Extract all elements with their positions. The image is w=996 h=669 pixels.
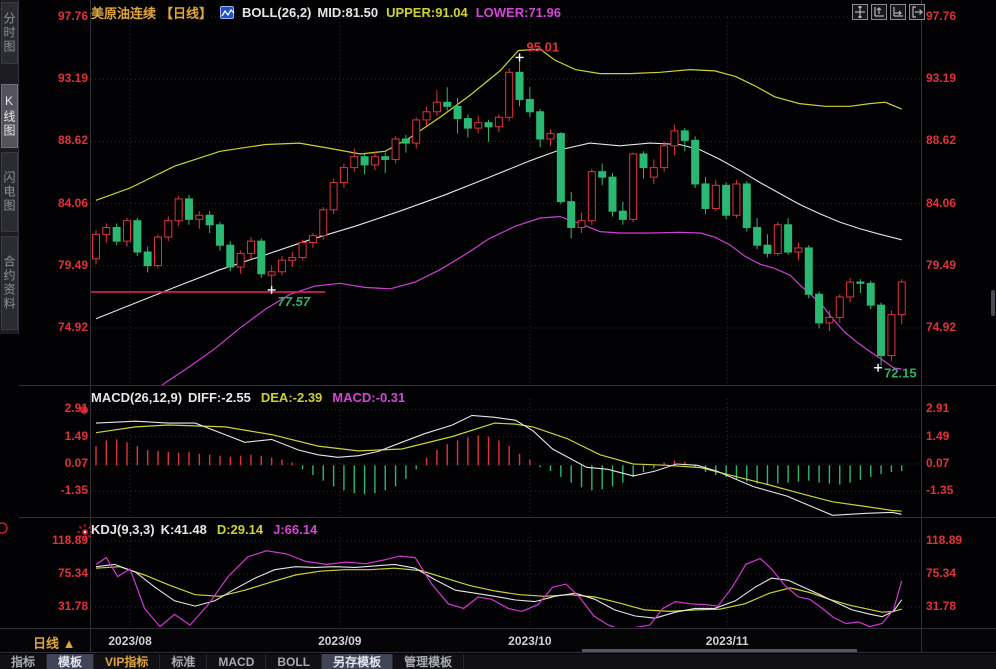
axis-tick-label: 2.91 <box>64 401 88 416</box>
period-tag: 【日线】 <box>160 6 213 21</box>
axis-tick-label: 0.07 <box>64 456 88 470</box>
axis-tick-label: 1.49 <box>926 428 950 443</box>
x-axis-scale-icon[interactable] <box>890 4 906 20</box>
tab-manage-template[interactable]: 管理模板 <box>393 654 465 669</box>
macd-name: MACD(26,12,9) <box>91 390 183 405</box>
period-selector[interactable]: 日线 ▲ <box>33 633 76 652</box>
axis-tick-label: 0.07 <box>926 456 950 470</box>
axis-tick-label: 84.06 <box>926 195 957 210</box>
axis-tick-label: 75.34 <box>57 566 88 580</box>
exit-chart-icon[interactable] <box>909 4 925 20</box>
kdj-panel-header: KDJ(9,3,3) K:41.48 D:29.14 J:66.14 <box>91 522 317 537</box>
tab-boll[interactable]: BOLL <box>266 654 323 669</box>
low-price-annotation: 72.15 <box>884 366 917 381</box>
kdj-j-value: J:66.14 <box>273 522 318 537</box>
axis-tick-label: 118.89 <box>926 533 963 547</box>
macd-diff-value: DIFF:-2.55 <box>188 390 251 405</box>
alert-dot <box>80 406 88 414</box>
chart-icon-tray <box>852 4 925 20</box>
pan-mode-icon[interactable] <box>852 4 868 20</box>
vertical-scrollbar-thumb[interactable] <box>991 290 995 316</box>
sidebar-item-time-chart[interactable]: 分时图 <box>1 2 18 64</box>
axis-tick-label: 97.76 <box>926 9 957 23</box>
axis-tick-label: -1.35 <box>926 483 954 498</box>
axis-tick-label: 93.19 <box>57 71 88 86</box>
symbol-title: 美原油连续 <box>91 6 157 21</box>
month-label: 2023/11 <box>705 634 749 648</box>
horizontal-scrollbar-thumb[interactable] <box>582 649 857 652</box>
axis-tick-label: 88.62 <box>57 133 88 148</box>
macd-macd-value: MACD:-0.31 <box>332 390 406 405</box>
kdj-name: KDJ(9,3,3) <box>91 522 155 537</box>
axis-tick-label: 1.49 <box>64 428 88 443</box>
alarm-icon[interactable] <box>77 524 93 540</box>
period-label: 日线 <box>33 636 60 651</box>
low-price-annotation: 77.57 <box>278 294 311 309</box>
tab-vip-indicators[interactable]: VIP指标 <box>94 654 161 669</box>
axis-tick-label: 74.92 <box>57 320 88 334</box>
tab-save-template[interactable]: 另存模板 <box>322 654 394 669</box>
axis-tick-label: 84.06 <box>57 195 88 210</box>
boll-mid-value: MID:81.50 <box>317 5 379 20</box>
tab-macd[interactable]: MACD <box>207 654 267 669</box>
sidebar: 分时图 K线图 闪电图 合约资料 <box>0 0 19 334</box>
divider <box>90 629 91 653</box>
date-axis-row: 日线 ▲ 2023/08 2023/09 2023/10 2023/11 <box>0 628 996 653</box>
indicator-icon[interactable] <box>220 6 235 19</box>
month-label: 2023/09 <box>318 634 362 648</box>
tab-standard[interactable]: 标准 <box>160 654 208 669</box>
axis-tick-label: -1.35 <box>60 483 88 498</box>
sidebar-item-label: 分时图 <box>2 12 16 54</box>
macd-panel-header: MACD(26,12,9) DIFF:-2.55 DEA:-2.39 MACD:… <box>91 390 405 405</box>
axis-tick-label: 97.76 <box>57 9 88 23</box>
macd-dea-value: DEA:-2.39 <box>260 390 323 405</box>
axis-tick-label: 31.78 <box>57 599 88 614</box>
bottom-toolbar: 指标 模板 VIP指标 标准 MACD BOLL 另存模板 管理模板 <box>0 654 996 669</box>
kdj-k-value: K:41.48 <box>160 522 207 537</box>
tab-indicators[interactable]: 指标 <box>0 654 48 669</box>
month-label: 2023/10 <box>508 634 552 648</box>
sidebar-item-label: 合约资料 <box>2 255 16 311</box>
y-axis-scale-icon[interactable] <box>871 4 887 20</box>
axis-tick-label: 79.49 <box>926 257 957 272</box>
axis-tick-label: 75.34 <box>926 566 957 580</box>
divider <box>921 629 922 653</box>
axis-tick-label: 31.78 <box>926 599 957 614</box>
sidebar-item-label: K线图 <box>2 94 16 138</box>
boll-indicator-label: BOLL(26,2) <box>242 5 312 20</box>
chart-header: 美原油连续 【日线】 BOLL(26,2) MID:81.50 UPPER:91… <box>91 3 561 22</box>
high-price-annotation: 95.01 <box>527 39 560 54</box>
boll-lower-value: LOWER:71.96 <box>475 5 561 20</box>
sidebar-item-label: 闪电图 <box>2 171 16 213</box>
axis-tick-label: 93.19 <box>926 71 957 86</box>
axis-tick-label: 74.92 <box>926 320 957 334</box>
axis-tick-label: 79.49 <box>57 257 88 272</box>
sidebar-item-contract-info[interactable]: 合约资料 <box>1 236 18 330</box>
sidebar-item-flash-chart[interactable]: 闪电图 <box>1 152 18 232</box>
sidebar-item-kline-chart[interactable]: K线图 <box>1 84 18 148</box>
boll-upper-value: UPPER:91.04 <box>386 5 468 20</box>
kdj-d-value: D:29.14 <box>216 522 264 537</box>
axis-tick-label: 2.91 <box>926 401 950 416</box>
tab-templates[interactable]: 模板 <box>47 654 95 669</box>
axis-tick-label: 88.62 <box>926 133 957 148</box>
alert-ring <box>0 522 8 534</box>
axis-tick-label: 118.89 <box>51 533 88 547</box>
month-label: 2023/08 <box>108 634 152 648</box>
period-dropdown-arrow-icon: ▲ <box>62 636 76 651</box>
